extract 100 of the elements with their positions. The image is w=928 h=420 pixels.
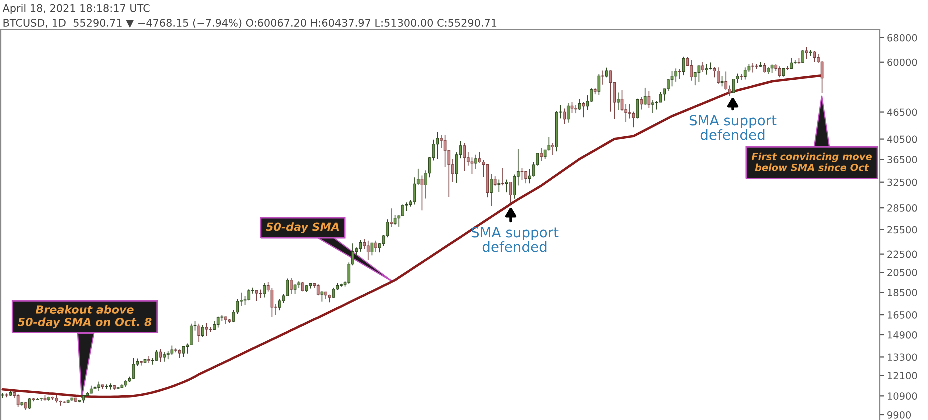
candlestick: [255, 290, 258, 302]
candlestick: [109, 383, 112, 390]
candlestick: [502, 168, 504, 186]
candlestick: [598, 74, 601, 96]
candlestick: [190, 323, 193, 346]
chart-subtitle: BTCUSD, 1D 55290.71 ▼ −4768.15 (−7.94%) O:60067.20 H:60437.97 L:51300.00 C:55290.71: [4, 18, 497, 28]
annotation: First convincing move below SMA since Oct: [752, 152, 872, 172]
candlestick: [332, 288, 336, 298]
candlestick: [678, 68, 682, 80]
y-tick-label: 13300: [888, 354, 918, 362]
candlestick: [98, 381, 101, 392]
candlestick: [198, 323, 201, 343]
candlestick: [420, 175, 424, 212]
annotation: Breakout above 50-day SMA on Oct. 8: [18, 305, 152, 329]
candlestick: [490, 174, 493, 206]
candlestick: [652, 100, 654, 114]
candlestick: [402, 204, 404, 217]
y-tick-label: 20500: [888, 269, 918, 276]
candlestick: [732, 78, 736, 94]
candlestick: [705, 64, 708, 76]
candlestick: [494, 176, 497, 186]
candlestick: [755, 64, 758, 70]
y-tick-label: 68000: [888, 34, 918, 42]
candlestick: [540, 148, 543, 162]
candlestick: [724, 71, 728, 91]
candlestick: [805, 46, 808, 60]
candlestick: [478, 152, 482, 164]
candlestick: [294, 284, 297, 295]
candlestick: [640, 96, 643, 110]
candlestick: [370, 242, 374, 256]
candlestick: [470, 157, 474, 175]
y-tick-label: 32500: [888, 178, 918, 186]
candlestick: [609, 70, 612, 112]
candlestick: [159, 348, 162, 363]
candlestick: [290, 278, 293, 295]
candlestick: [132, 358, 136, 380]
candlestick: [666, 79, 670, 92]
y-tick-label: 28500: [888, 204, 918, 212]
y-tick-label: 18500: [888, 289, 918, 296]
candlestick: [359, 240, 362, 252]
candlestick: [659, 92, 662, 103]
candlestick: [163, 352, 166, 362]
candlestick: [474, 154, 478, 170]
candlestick: [436, 132, 440, 160]
candlestick: [440, 134, 443, 149]
annotation: 50-day SMA: [266, 222, 340, 234]
candlestick: [790, 58, 793, 70]
candlestick: [563, 108, 566, 125]
candlestick: [259, 289, 262, 298]
candlestick: [740, 74, 743, 81]
candlestick: [628, 104, 632, 120]
annotation: SMA support defended: [472, 227, 559, 252]
candlestick: [263, 282, 266, 298]
candlestick: [752, 62, 754, 74]
candlestick: [182, 346, 186, 358]
candlestick: [582, 102, 586, 118]
candlestick: [140, 360, 143, 366]
candlestick: [674, 68, 678, 82]
candlestick: [513, 174, 516, 200]
candlestick: [278, 298, 282, 311]
candlestick: [744, 67, 747, 80]
candlestick: [463, 142, 466, 172]
candlestick: [574, 104, 578, 114]
candlestick: [155, 350, 158, 362]
y-tick-label: 36500: [888, 156, 918, 164]
candlestick: [670, 70, 674, 88]
candlestick: [717, 67, 720, 85]
candlestick: [682, 56, 686, 76]
candlestick: [728, 85, 732, 97]
candlestick: [570, 102, 574, 114]
chart-title: April 18, 2021 18:18:17 UTC: [2, 4, 150, 14]
candlestick: [205, 322, 208, 337]
y-tick-label: 22500: [888, 250, 918, 258]
candlestick: [605, 67, 608, 78]
y-tick-label: 14900: [888, 331, 918, 339]
y-tick-label: 25500: [888, 226, 918, 234]
candlestick: [366, 240, 370, 261]
candlestick: [394, 214, 397, 226]
candlestick: [498, 179, 501, 193]
candlestick: [602, 70, 604, 86]
candlestick: [505, 179, 508, 193]
candlestick: [632, 111, 636, 128]
candlestick: [320, 290, 324, 302]
candlestick: [202, 324, 204, 338]
candlestick: [648, 90, 651, 109]
candlestick: [528, 168, 532, 184]
candlestick: [509, 182, 512, 204]
candlestick: [578, 98, 582, 110]
candlestick: [802, 50, 804, 64]
candlestick: [690, 60, 693, 82]
candlestick: [763, 62, 766, 74]
candlestick: [524, 171, 528, 184]
candlestick: [636, 98, 640, 120]
candlestick: [778, 66, 782, 78]
y-tick-label: 40500: [887, 136, 918, 144]
candlestick: [820, 60, 824, 94]
candlestick: [209, 327, 212, 333]
candlestick: [702, 62, 704, 73]
candlestick: [28, 398, 32, 410]
candlestick: [520, 168, 524, 181]
